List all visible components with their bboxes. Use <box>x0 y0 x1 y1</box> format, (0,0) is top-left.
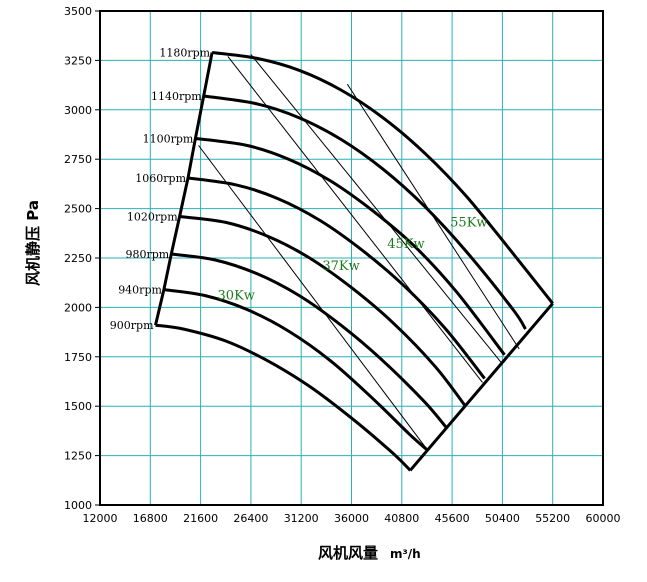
rpm-curve <box>163 288 430 452</box>
x-tick-label: 26400 <box>233 512 268 525</box>
y-tick-label: 1000 <box>64 499 92 512</box>
x-tick-label: 31200 <box>284 512 319 525</box>
x-tick-label: 36000 <box>334 512 369 525</box>
power-label: 45Kw <box>387 237 424 252</box>
power-label: 37Kw <box>322 259 359 274</box>
right-boundary-line <box>409 302 554 472</box>
power-line <box>227 56 483 383</box>
rpm-curve <box>203 94 527 330</box>
x-tick-label: 16800 <box>133 512 168 525</box>
y-tick-label: 3250 <box>64 54 92 67</box>
y-tick-label: 3000 <box>64 104 92 117</box>
rpm-label: 1060rpm <box>135 172 186 185</box>
plot-frame <box>99 10 604 506</box>
x-axis-unit: m³/h <box>390 547 421 561</box>
y-tick-label: 1250 <box>64 450 92 463</box>
x-tick-label: 60000 <box>586 512 621 525</box>
y-tick-label: 3500 <box>64 5 92 18</box>
rpm-label: 1100rpm <box>143 132 194 145</box>
left-boundary-line <box>154 52 214 326</box>
rpm-curve <box>171 252 447 428</box>
rpm-label: 1020rpm <box>127 211 178 224</box>
power-line <box>198 145 429 451</box>
x-tick-label: 21600 <box>183 512 218 525</box>
series-curves <box>154 51 554 472</box>
rpm-label: 1140rpm <box>151 90 202 103</box>
y-tick-label: 1750 <box>64 351 92 364</box>
curve-labels: 900rpm 940rpm 980rpm 1020rpm 1060rpm 1100rpm 1… <box>110 46 488 332</box>
x-axis-title: 风机风量 <box>318 544 378 562</box>
rpm-curve <box>179 215 466 407</box>
x-tick-label: 12000 <box>83 512 118 525</box>
power-label: 55Kw <box>450 215 487 230</box>
y-tick-label: 2500 <box>64 203 92 216</box>
rpm-curve <box>155 323 412 472</box>
x-tick-label: 45600 <box>435 512 470 525</box>
rpm-label: 900rpm <box>110 319 154 332</box>
rpm-curve <box>211 51 554 305</box>
y-tick-label: 1500 <box>64 400 92 413</box>
rpm-label: 980rpm <box>126 248 170 261</box>
y-tick-label: 2750 <box>64 153 92 166</box>
power-line <box>250 54 502 364</box>
rpm-curve <box>195 137 506 356</box>
y-tick-label: 2000 <box>64 301 92 314</box>
y-axis-title: 风机静压 Pa <box>24 200 42 286</box>
x-tick-label: 55200 <box>535 512 570 525</box>
rpm-label: 940rpm <box>118 284 162 297</box>
x-tick-label: 40800 <box>384 512 419 525</box>
power-label: 30Kw <box>218 288 255 303</box>
y-tick-label: 2250 <box>64 252 92 265</box>
x-tick-label: 50400 <box>485 512 520 525</box>
rpm-label: 1180rpm <box>159 46 210 59</box>
rpm-curve <box>187 176 486 380</box>
axis-ticks: 12000 16800 21600 26400 31200 36000 40800 45600… <box>64 5 621 525</box>
